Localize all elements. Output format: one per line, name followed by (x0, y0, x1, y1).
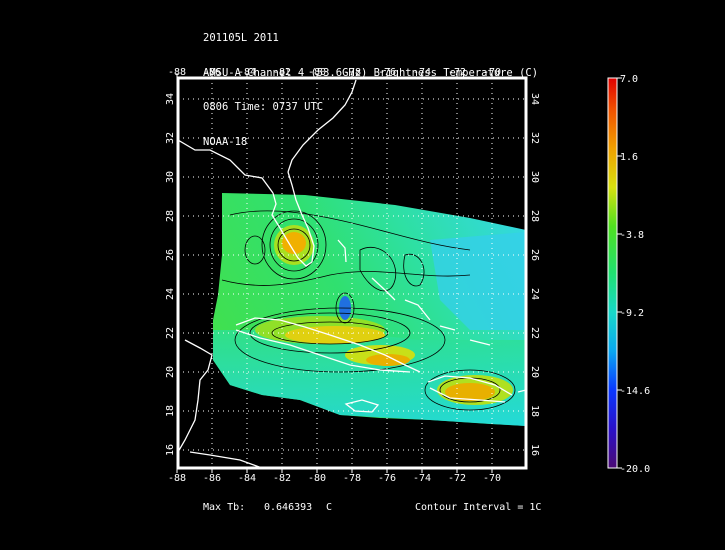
header-product-line: AMSU-A Channel 4 (53.6GHz) Brightness Te… (203, 66, 539, 79)
lon-label: -70 (483, 67, 501, 78)
lon-label: -88 (168, 473, 186, 484)
lon-label: -74 (413, 473, 431, 484)
lon-label: -74 (413, 67, 431, 78)
lon-label: -78 (343, 473, 361, 484)
max-tb-value: 0.646393 (264, 502, 313, 513)
lon-label: -86 (203, 67, 221, 78)
lat-label: 30 (529, 171, 540, 183)
lon-label: -80 (308, 473, 326, 484)
lat-label: 18 (529, 405, 540, 417)
lon-label: -82 (273, 473, 291, 484)
colorbar-label: -9.2 (620, 308, 644, 319)
lat-label: 22 (165, 327, 176, 339)
colorbar-label: -14.6 (620, 386, 650, 397)
map-header: 201105L 2011 AMSU-A Channel 4 (53.6GHz) … (203, 10, 538, 160)
lon-label: -72 (448, 67, 466, 78)
lon-label: -70 (483, 473, 501, 484)
colorbar-label: -20.0 (620, 464, 650, 475)
contour-interval: Contour Interval = 1C (415, 502, 542, 513)
lat-labels-left: 34 32 30 28 26 24 22 20 18 16 (165, 93, 176, 456)
lat-label: 26 (165, 249, 176, 261)
header-storm-line: 201105L 2011 (203, 32, 279, 44)
header-time-line: 0806 Time: 0737 UTC (203, 101, 324, 113)
lon-labels-bottom: -88 -86 -84 -82 -80 -78 -76 -74 -72 -70 (168, 473, 501, 484)
lat-label: 24 (165, 288, 176, 300)
lat-label: 28 (165, 210, 176, 222)
lat-label: 32 (529, 132, 540, 144)
frame-ticks (176, 73, 493, 473)
colorbar-ticks (617, 77, 622, 469)
colorbar-label: -3.8 (620, 230, 644, 241)
max-tb-label: Max Tb: (203, 502, 246, 513)
lon-label: -84 (238, 473, 256, 484)
brightness-temperature-swath (213, 193, 526, 426)
max-tb-unit: C (326, 502, 333, 513)
lat-label: 18 (165, 405, 176, 417)
lon-label: -78 (343, 67, 361, 78)
lat-label: 20 (165, 366, 176, 378)
lon-label: -82 (273, 67, 291, 78)
coastlines (178, 79, 526, 468)
lat-label: 16 (165, 444, 176, 456)
lat-label: 16 (529, 444, 540, 456)
lon-label: -80 (308, 67, 326, 78)
lat-label: 30 (165, 171, 176, 183)
lat-label: 32 (165, 132, 176, 144)
lat-label: 20 (529, 366, 540, 378)
lon-labels-top: -88 -86 -84 -82 -80 -78 -76 -74 -72 -70 (168, 67, 501, 78)
graticule (178, 78, 526, 468)
lon-label: -76 (378, 473, 396, 484)
lon-label: -86 (203, 473, 221, 484)
lat-labels-right: 34 32 30 28 26 24 22 20 18 16 (529, 93, 540, 456)
lat-label: 26 (529, 249, 540, 261)
lon-label: -84 (238, 67, 256, 78)
lon-label: -88 (168, 67, 186, 78)
colorbar-labels: 7.0 1.6 -3.8 -9.2 -14.6 -20.0 (620, 74, 650, 475)
lat-label: 34 (529, 93, 540, 105)
colorbar-label: 7.0 (620, 74, 638, 85)
lat-label: 22 (529, 327, 540, 339)
lon-label: -76 (378, 67, 396, 78)
lat-label: 28 (529, 210, 540, 222)
header-satellite-line: NOAA-18 (203, 135, 248, 148)
colorbar (607, 77, 618, 469)
lon-label: -72 (448, 473, 466, 484)
lat-label: 34 (165, 93, 176, 105)
colorbar-label: 1.6 (620, 152, 638, 163)
lat-label: 24 (529, 288, 540, 300)
